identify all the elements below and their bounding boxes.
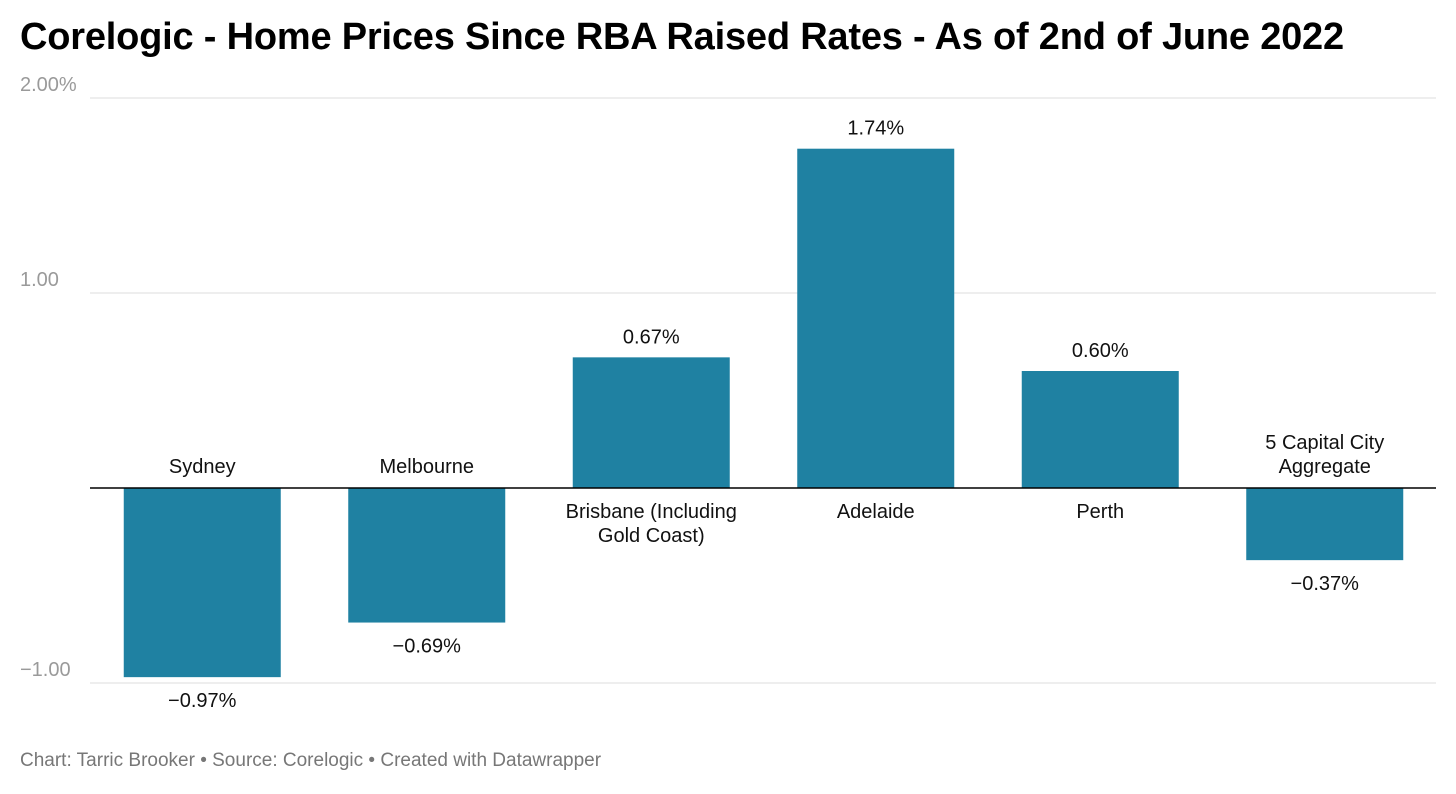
y-tick-label: 2.00% <box>20 74 77 96</box>
bar-value-label: 0.67% <box>623 326 680 348</box>
bar <box>123 488 281 678</box>
bar <box>572 357 730 488</box>
category-label: Aggregate <box>1279 456 1371 478</box>
bar <box>797 148 955 488</box>
labels: 2.00% 1.00 −1.00 −0.97% Sydney −0.69% Melbourn… <box>20 74 1384 712</box>
category-label: Adelaide <box>837 501 915 523</box>
category-label: 5 Capital City <box>1265 432 1384 454</box>
chart-title: Corelogic - Home Prices Since RBA Raised… <box>20 16 1344 58</box>
bar-value-label: −0.37% <box>1291 573 1360 595</box>
bar <box>348 488 506 623</box>
chart-footer: Chart: Tarric Brooker • Source: Corelogi… <box>20 750 602 771</box>
bar-value-label: 1.74% <box>847 118 904 140</box>
gridlines <box>90 97 1436 684</box>
category-label: Perth <box>1076 501 1124 523</box>
bar-value-label: 0.60% <box>1072 340 1129 362</box>
category-label: Gold Coast) <box>598 525 705 547</box>
category-label: Brisbane (Including <box>566 501 737 523</box>
bar-chart: 2.00% 1.00 −1.00 −0.97% Sydney −0.69% Melbourn… <box>20 74 1436 712</box>
category-label: Melbourne <box>379 456 474 478</box>
bars <box>123 148 1404 678</box>
bar <box>1021 371 1179 488</box>
y-tick-label: −1.00 <box>20 659 71 681</box>
category-label: Sydney <box>169 456 236 478</box>
bar-value-label: −0.69% <box>393 636 462 658</box>
bar-value-label: −0.97% <box>168 690 237 712</box>
bar <box>1246 488 1404 561</box>
y-tick-label: 1.00 <box>20 269 59 291</box>
